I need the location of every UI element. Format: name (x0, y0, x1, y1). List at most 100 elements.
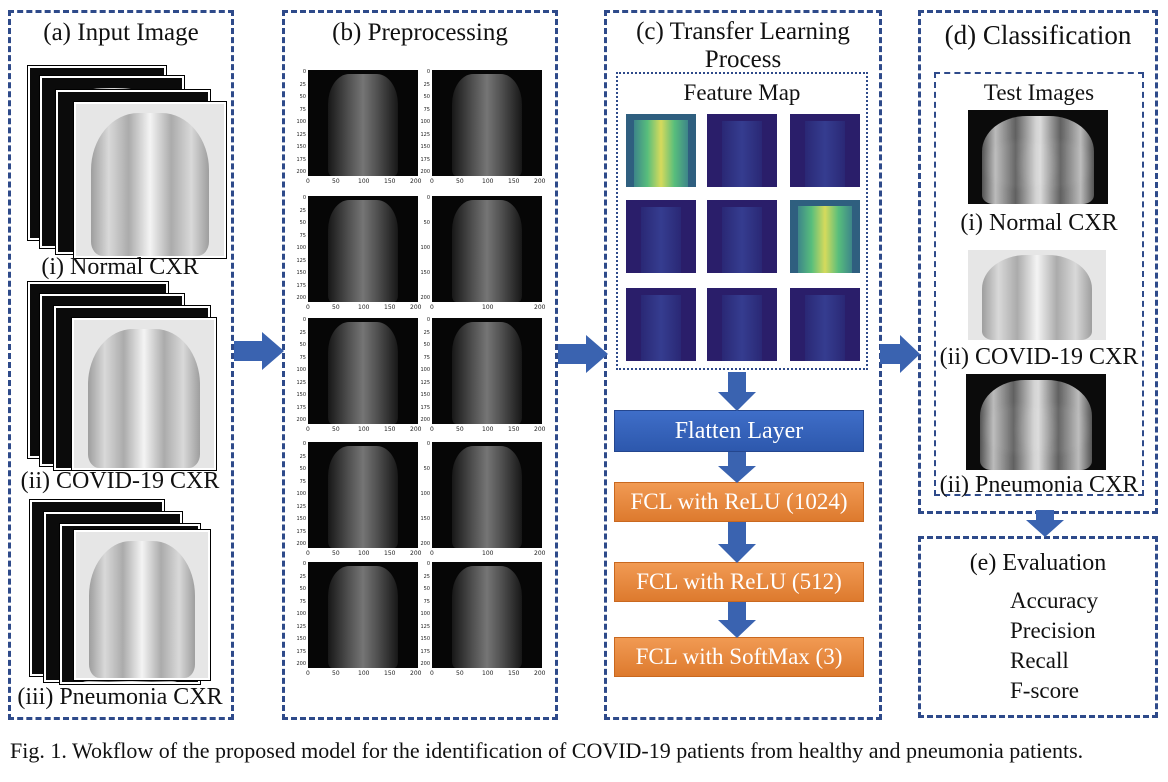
test-images-box: Test Images (934, 72, 1144, 496)
y-tick-label: 200 (420, 661, 430, 667)
panel-a-title: (a) Input Image (43, 19, 199, 46)
y-tick-label: 100 (296, 611, 306, 617)
preprocessed-plot: 0 25 50 75 100 125 150 175 200 0 50 100 150 200 (292, 562, 424, 680)
x-tick-label: 50 (456, 178, 464, 185)
preprocessed-xray (432, 442, 542, 548)
y-tick-label: 200 (296, 661, 306, 667)
preprocessed-xray (308, 196, 418, 302)
x-tick-label: 150 (508, 670, 520, 677)
y-tick-label: 100 (420, 119, 430, 125)
preprocessed-xray (432, 196, 542, 302)
y-tick-label: 25 (299, 573, 306, 580)
x-tick-label: 0 (306, 670, 310, 677)
x-tick-label: 150 (384, 178, 396, 185)
y-tick-label: 100 (420, 367, 430, 373)
normal-cxr-label: (i) Normal CXR (41, 254, 199, 280)
y-tick-label: 75 (299, 354, 306, 361)
y-tick-label: 100 (420, 245, 430, 251)
y-tick-label: 100 (296, 119, 306, 125)
x-tick-label: 100 (482, 178, 494, 185)
y-tick-label: 125 (296, 379, 306, 386)
y-tick-label: 100 (296, 491, 306, 497)
x-tick-label: 200 (410, 304, 422, 311)
x-tick-label: 100 (482, 670, 494, 677)
fcl-relu-512-box: FCL with ReLU (512) (614, 562, 864, 602)
preprocessed-plot: 0 50 100 150 200 0 100 200 (416, 196, 548, 314)
y-tick-label: 175 (296, 528, 306, 535)
y-tick-label: 175 (420, 648, 430, 655)
arrow-fcl512-to-softmax (718, 602, 756, 638)
feature-map-box: Feature Map (616, 72, 868, 370)
arrow-a-to-b (234, 332, 284, 370)
metric-precision: Precision (1010, 618, 1096, 643)
y-tick-label: 100 (296, 245, 306, 251)
y-tick-label: 25 (299, 207, 306, 214)
y-tick-label: 150 (420, 636, 430, 642)
y-tick-label: 150 (296, 392, 306, 398)
y-tick-label: 125 (420, 131, 430, 138)
x-tick-label: 200 (410, 670, 422, 677)
feature-map-tile (790, 200, 860, 273)
test-images-label: Test Images (983, 80, 1095, 105)
y-tick-label: 200 (296, 295, 306, 301)
y-tick-label: 125 (296, 623, 306, 630)
preprocessed-plot: 0 25 50 75 100 125 150 175 200 0 50 100 150 200 (416, 70, 548, 188)
y-tick-label: 50 (423, 466, 430, 472)
x-tick-label: 200 (534, 670, 546, 677)
panel-d-title: (d) Classification (944, 20, 1132, 50)
x-tick-label: 100 (358, 426, 370, 433)
y-tick-label: 0 (426, 69, 430, 75)
feature-map-tile (626, 114, 696, 187)
preprocessed-plot: 0 25 50 75 100 125 150 175 200 0 50 100 150 200 (292, 442, 424, 560)
x-tick-label: 100 (482, 426, 494, 433)
preprocessed-xray (432, 318, 542, 424)
y-tick-label: 175 (296, 156, 306, 163)
arrow-flatten-to-fcl1024 (718, 452, 756, 483)
y-tick-label: 0 (302, 561, 306, 567)
xray-card (74, 102, 226, 258)
y-tick-label: 50 (299, 466, 306, 472)
y-tick-label: 50 (299, 342, 306, 348)
y-tick-label: 50 (299, 586, 306, 592)
xray-card (74, 530, 210, 680)
x-tick-label: 0 (306, 178, 310, 185)
y-tick-label: 75 (423, 106, 430, 113)
y-tick-label: 75 (299, 478, 306, 485)
x-tick-label: 200 (534, 178, 546, 185)
y-tick-label: 0 (426, 441, 430, 447)
y-tick-label: 25 (299, 453, 306, 460)
y-tick-label: 25 (299, 81, 306, 88)
preprocessed-plot: 0 50 100 150 200 0 100 200 (416, 442, 548, 560)
x-tick-label: 150 (384, 426, 396, 433)
preprocessed-plot: 0 25 50 75 100 125 150 175 200 0 50 100 150 200 (416, 318, 548, 436)
y-tick-label: 200 (296, 417, 306, 423)
feature-map-tile (707, 288, 777, 361)
y-tick-label: 100 (420, 491, 430, 497)
y-tick-label: 175 (296, 648, 306, 655)
x-tick-label: 100 (482, 304, 494, 311)
y-tick-label: 150 (296, 516, 306, 522)
y-tick-label: 0 (426, 317, 430, 323)
test-image-normal (968, 110, 1108, 204)
x-tick-label: 50 (332, 550, 340, 557)
preprocessed-plot: 0 25 50 75 100 125 150 175 200 0 50 100 150 200 (416, 562, 548, 680)
x-tick-label: 150 (508, 426, 520, 433)
y-tick-label: 150 (296, 636, 306, 642)
y-tick-label: 100 (420, 611, 430, 617)
panel-evaluation: (e) Evaluation (918, 536, 1158, 718)
feature-map-tile (626, 200, 696, 273)
feature-map-tile (707, 114, 777, 187)
y-tick-label: 50 (423, 94, 430, 100)
y-tick-label: 200 (420, 169, 430, 175)
y-tick-label: 75 (423, 598, 430, 605)
x-tick-label: 200 (534, 426, 546, 433)
x-tick-label: 200 (534, 304, 546, 311)
arrow-c-to-d (880, 335, 920, 373)
feature-map-tile (707, 200, 777, 273)
y-tick-label: 50 (423, 586, 430, 592)
arrow-featuremap-to-flatten (718, 372, 756, 411)
x-tick-label: 50 (332, 670, 340, 677)
y-tick-label: 175 (296, 404, 306, 411)
x-tick-label: 150 (384, 304, 396, 311)
flatten-layer-box: Flatten Layer (614, 410, 864, 452)
